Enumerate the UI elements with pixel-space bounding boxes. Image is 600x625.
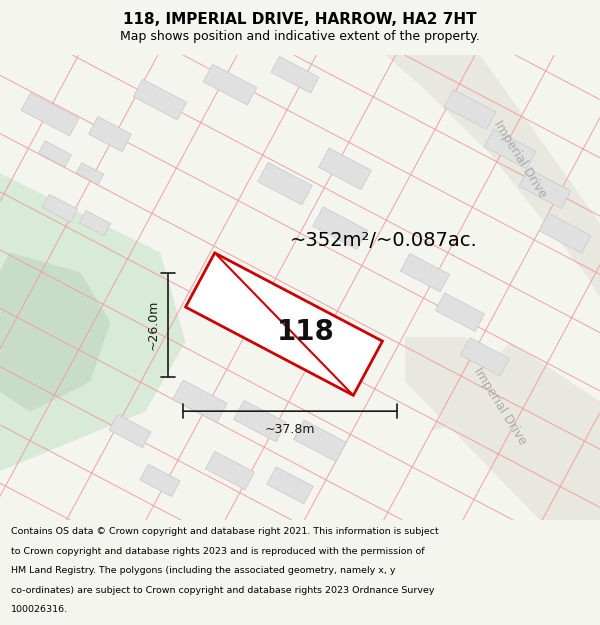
Polygon shape (233, 400, 286, 442)
Polygon shape (173, 380, 227, 423)
Polygon shape (539, 213, 591, 253)
Polygon shape (43, 194, 77, 222)
Polygon shape (319, 148, 371, 189)
Polygon shape (267, 467, 313, 504)
Polygon shape (385, 55, 600, 298)
Text: Map shows position and indicative extent of the property.: Map shows position and indicative extent… (120, 30, 480, 43)
Polygon shape (519, 169, 571, 209)
Polygon shape (140, 464, 180, 497)
Polygon shape (293, 420, 346, 462)
Polygon shape (0, 174, 185, 471)
Text: 100026316.: 100026316. (11, 605, 68, 614)
Polygon shape (405, 337, 600, 520)
Polygon shape (484, 129, 536, 169)
Text: Imperial Drive: Imperial Drive (491, 118, 549, 200)
Polygon shape (271, 56, 319, 93)
Polygon shape (203, 64, 257, 105)
Text: ~26.0m: ~26.0m (147, 300, 160, 350)
Polygon shape (21, 93, 79, 136)
Polygon shape (205, 451, 254, 490)
Polygon shape (109, 414, 151, 447)
Text: Contains OS data © Crown copyright and database right 2021. This information is : Contains OS data © Crown copyright and d… (11, 528, 439, 536)
Polygon shape (390, 55, 600, 292)
Polygon shape (313, 207, 367, 249)
Polygon shape (460, 338, 509, 376)
Polygon shape (430, 342, 600, 471)
Polygon shape (185, 253, 382, 395)
Polygon shape (76, 162, 104, 185)
Polygon shape (133, 79, 187, 120)
Text: co-ordinates) are subject to Crown copyright and database rights 2023 Ordnance S: co-ordinates) are subject to Crown copyr… (11, 586, 434, 594)
Polygon shape (79, 211, 110, 236)
Text: ~352m²/~0.087ac.: ~352m²/~0.087ac. (290, 231, 478, 251)
Polygon shape (444, 89, 496, 129)
Polygon shape (38, 141, 71, 167)
Text: 118: 118 (277, 318, 335, 346)
Polygon shape (258, 162, 312, 205)
Text: to Crown copyright and database rights 2023 and is reproduced with the permissio: to Crown copyright and database rights 2… (11, 547, 424, 556)
Text: ~37.8m: ~37.8m (265, 423, 315, 436)
Text: HM Land Registry. The polygons (including the associated geometry, namely x, y: HM Land Registry. The polygons (includin… (11, 566, 395, 575)
Text: 118, IMPERIAL DRIVE, HARROW, HA2 7HT: 118, IMPERIAL DRIVE, HARROW, HA2 7HT (123, 12, 477, 27)
Polygon shape (89, 117, 131, 152)
Polygon shape (436, 293, 485, 331)
Polygon shape (400, 254, 449, 292)
Polygon shape (0, 253, 110, 411)
Text: Imperial Drive: Imperial Drive (471, 365, 529, 448)
